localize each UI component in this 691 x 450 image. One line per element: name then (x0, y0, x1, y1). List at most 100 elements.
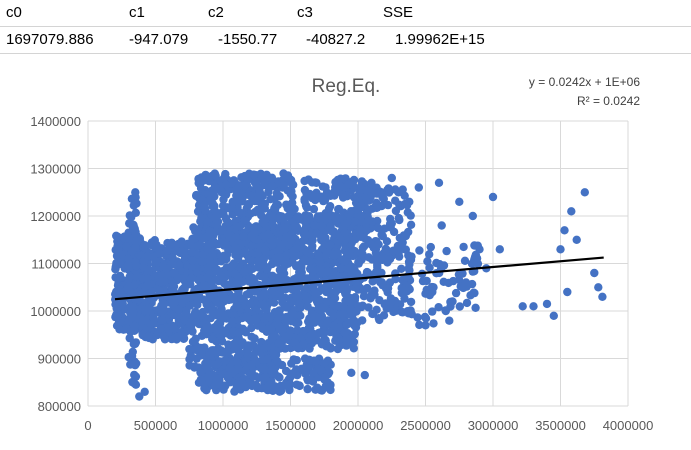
data-point (273, 357, 282, 366)
data-point (275, 306, 284, 315)
data-point (294, 318, 303, 327)
data-point (260, 343, 269, 352)
data-point (459, 242, 468, 252)
data-point (425, 250, 434, 259)
data-point (239, 381, 248, 390)
data-point (346, 304, 355, 313)
data-point (312, 297, 322, 306)
data-point (126, 309, 135, 318)
header-sse[interactable]: SSE (383, 4, 414, 21)
data-point (379, 254, 389, 263)
data-point (332, 286, 341, 296)
data-point (358, 301, 367, 310)
data-point (421, 289, 430, 298)
data-point (283, 171, 293, 180)
data-point (234, 208, 244, 217)
header-c1[interactable]: c1 (129, 4, 145, 21)
x-tick-label: 3000000 (468, 418, 519, 433)
data-point (542, 299, 552, 309)
data-point (240, 267, 249, 276)
data-point (258, 300, 267, 309)
data-point (187, 274, 196, 283)
data-point (318, 337, 327, 347)
data-point (302, 202, 311, 211)
data-point (378, 232, 387, 241)
data-point (307, 309, 317, 318)
data-point (341, 219, 351, 228)
data-point (455, 197, 464, 206)
header-c0[interactable]: c0 (6, 4, 22, 21)
data-point (239, 232, 248, 241)
data-point (217, 337, 227, 346)
value-c3[interactable]: -40827.2 (306, 31, 366, 48)
x-axis-ticks: 0 500000 1000000 1500000 2000000 2500000 30000… (84, 418, 653, 433)
data-point (216, 301, 225, 310)
data-point (125, 234, 134, 243)
data-point (367, 178, 376, 187)
data-point (220, 279, 229, 288)
data-points (111, 169, 607, 401)
data-point (141, 316, 150, 325)
data-point (201, 170, 210, 180)
value-sse[interactable]: 1.99962E+15 (395, 31, 485, 48)
data-point (377, 191, 387, 200)
data-point (280, 225, 289, 234)
data-point (362, 186, 371, 195)
data-point (268, 219, 277, 229)
data-point (347, 368, 356, 377)
data-point (237, 197, 247, 206)
data-point (226, 263, 235, 272)
data-point (305, 375, 314, 384)
data-point (201, 206, 210, 215)
data-point (135, 392, 144, 401)
value-c2[interactable]: -1550.77 (218, 31, 278, 48)
data-point (324, 204, 334, 213)
header-c2[interactable]: c2 (208, 4, 224, 21)
data-point (286, 297, 295, 307)
data-point (342, 340, 351, 350)
value-c0[interactable]: 1697079.886 (6, 31, 94, 48)
data-point (131, 208, 140, 217)
data-point (195, 240, 204, 250)
x-tick-label: 2500000 (400, 418, 451, 433)
data-point (153, 330, 162, 340)
data-point (471, 303, 480, 312)
value-c1[interactable]: -947.079 (129, 31, 189, 48)
data-point (394, 213, 403, 223)
data-point (267, 212, 276, 221)
data-point (322, 287, 331, 297)
y-axis-ticks: 800000 900000 1000000 1100000 1200000 1300000… (30, 114, 81, 414)
data-point (288, 309, 297, 318)
data-point (282, 232, 291, 242)
data-point (326, 222, 335, 231)
data-point (334, 204, 344, 214)
data-point (442, 246, 451, 256)
data-point (362, 226, 371, 235)
data-point (260, 245, 270, 255)
trendline[interactable] (114, 256, 604, 301)
data-point (233, 254, 243, 263)
data-point (254, 263, 263, 272)
data-point (168, 253, 177, 262)
data-point (375, 296, 384, 305)
data-point (345, 297, 354, 307)
data-point (518, 302, 527, 311)
data-point (216, 271, 226, 280)
data-point (386, 298, 395, 307)
data-point (303, 302, 312, 311)
header-c3[interactable]: c3 (297, 4, 313, 21)
data-point (144, 265, 153, 275)
data-point (196, 375, 206, 384)
data-point (256, 292, 265, 301)
data-point (218, 201, 228, 210)
data-point (359, 286, 368, 296)
data-point (303, 215, 312, 224)
data-point (260, 365, 269, 374)
data-point (286, 189, 295, 199)
data-point (314, 304, 323, 314)
data-point (403, 208, 412, 217)
data-point (320, 195, 330, 205)
data-point (350, 329, 359, 339)
data-point (228, 197, 237, 206)
